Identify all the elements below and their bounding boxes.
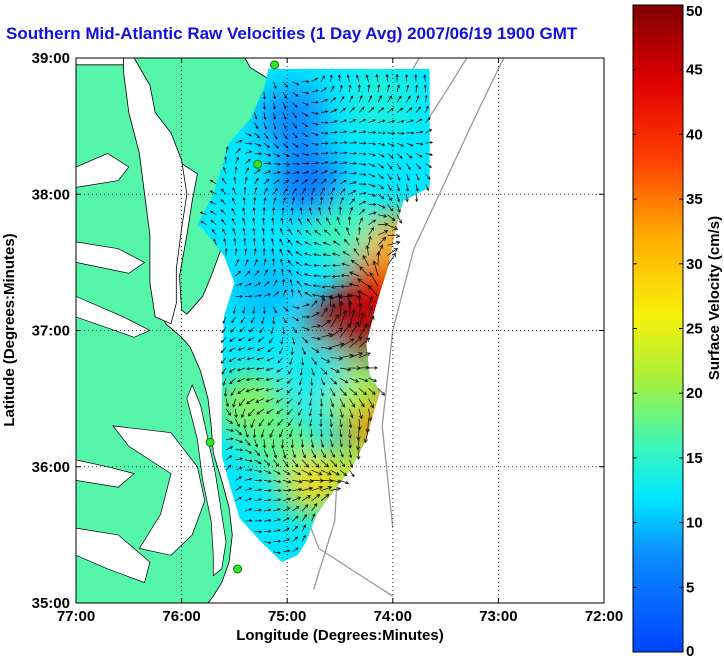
colorbar-tick-label: 5	[686, 579, 694, 596]
station-marker	[271, 61, 279, 69]
y-tick-label: 39:00	[32, 50, 70, 67]
y-tick-label: 37:00	[32, 323, 70, 340]
colorbar-tick-label: 35	[686, 191, 703, 208]
colorbar-tick-label: 10	[686, 515, 703, 532]
colorbar-tick-label: 15	[686, 450, 703, 467]
colorbar-tick-label: 30	[686, 256, 703, 273]
x-tick-label: 76:00	[162, 608, 200, 625]
speed-hotspot	[274, 147, 342, 215]
speed-hotspot	[348, 65, 416, 133]
y-tick-label: 36:00	[32, 459, 70, 476]
colorbar-tick-label: 40	[686, 126, 703, 143]
colorbar-tick-label: 25	[686, 321, 703, 338]
x-axis-label: Longitude (Degrees:Minutes)	[236, 627, 444, 644]
x-tick-label: 75:00	[268, 608, 306, 625]
station-marker	[254, 160, 262, 168]
y-tick-label: 38:00	[32, 186, 70, 203]
colorbar-tick-label: 20	[686, 385, 703, 402]
colorbar	[633, 5, 683, 652]
x-tick-label: 74:00	[374, 608, 412, 625]
colorbar-tick-label: 0	[686, 643, 694, 659]
colorbar-label: Surface Velocity (cm/s)	[706, 216, 723, 380]
speed-hotspot	[258, 85, 326, 153]
y-axis-label: Latitude (Degrees:Minutes)	[1, 233, 18, 426]
speed-hotspot	[232, 256, 300, 324]
station-marker	[234, 565, 242, 573]
x-tick-label: 72:00	[585, 608, 623, 625]
station-marker	[206, 438, 214, 446]
chart-title: Southern Mid-Atlantic Raw Velocities (1 …	[6, 24, 577, 44]
y-tick-label: 35:00	[32, 595, 70, 612]
colorbar-tick-label: 50	[686, 3, 703, 20]
colorbar-tick-label: 45	[686, 62, 703, 79]
x-tick-label: 73:00	[479, 608, 517, 625]
